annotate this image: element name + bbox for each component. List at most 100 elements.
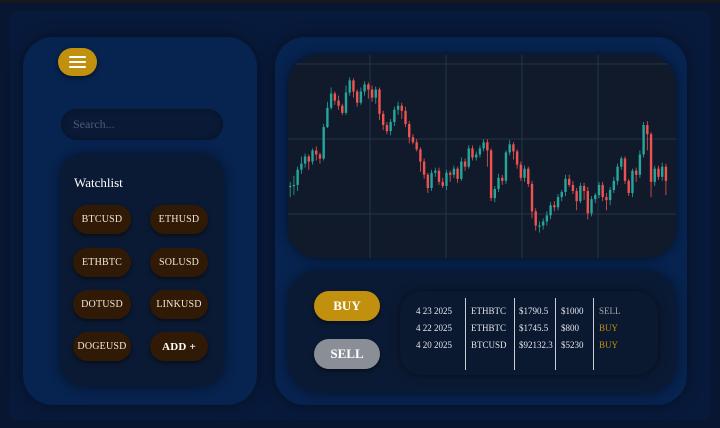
candle-bullish	[523, 168, 526, 178]
order-pair: BTCUSD	[471, 340, 507, 350]
buy-button[interactable]: BUY	[314, 291, 380, 321]
candle-bullish	[564, 178, 567, 193]
candle-bullish	[556, 197, 560, 208]
watchlist-item-ethusd[interactable]: ETHUSD	[150, 205, 208, 234]
candle-bullish	[303, 156, 307, 164]
price-chart[interactable]	[288, 55, 676, 258]
candle-bullish	[642, 125, 645, 155]
order-history-table: 4 23 2025 4 22 2025 4 20 2025 ETHBTC ETH…	[400, 291, 658, 375]
candlestick-chart	[288, 55, 676, 258]
menu-button[interactable]	[58, 48, 97, 76]
price-column: $1790.5 $1745.5 $92132.3	[519, 303, 553, 354]
date-column: 4 23 2025 4 22 2025 4 20 2025	[416, 303, 452, 354]
candle-bearish	[456, 168, 459, 179]
add-watchlist-button[interactable]: ADD +	[150, 332, 208, 361]
order-price: $1745.5	[519, 323, 549, 333]
watchlist-item-btcusd[interactable]: BTCUSD	[73, 205, 131, 234]
candle-bullish	[541, 221, 545, 226]
candle-bearish	[411, 137, 415, 143]
candle-bearish	[367, 84, 370, 90]
candle-bearish	[530, 183, 534, 212]
candle-bullish	[296, 169, 299, 185]
candle-bearish	[471, 148, 474, 158]
candle-bullish	[389, 121, 392, 132]
watchlist-item-linkusd[interactable]: LINKUSD	[150, 290, 208, 319]
hamburger-icon	[69, 56, 86, 58]
candle-bearish	[568, 178, 571, 185]
candle-bullish	[374, 89, 377, 98]
candle-bearish	[463, 161, 467, 167]
candle-bullish	[300, 163, 303, 170]
candle-bearish	[419, 149, 422, 162]
column-divider	[514, 298, 515, 370]
candle-bullish	[292, 184, 296, 187]
order-price: $92132.3	[519, 340, 553, 350]
candle-bearish	[534, 211, 537, 226]
candle-bullish	[322, 127, 325, 159]
candle-bearish	[582, 185, 586, 192]
candle-bearish	[527, 168, 530, 184]
candle-bearish	[385, 125, 389, 132]
order-pair: ETHBTC	[471, 323, 506, 333]
candle-bullish	[467, 148, 470, 167]
candle-bearish	[627, 180, 630, 194]
sell-button[interactable]: SELL	[314, 339, 380, 369]
candle-bullish	[594, 195, 597, 200]
order-date: 4 20 2025	[416, 340, 452, 350]
candle-bearish	[649, 134, 653, 182]
candle-bullish	[661, 166, 664, 177]
hamburger-icon-line	[69, 61, 86, 63]
candle-bearish	[408, 124, 411, 138]
candle-bearish	[426, 174, 430, 188]
candle-bearish	[486, 142, 489, 151]
column-divider	[593, 298, 594, 370]
candle-bearish	[437, 170, 441, 182]
candle-bearish	[623, 158, 627, 181]
candle-bullish	[434, 170, 437, 173]
search-input[interactable]	[61, 109, 223, 140]
watchlist-item-dotusd[interactable]: DOTUSD	[73, 290, 131, 319]
candle-bearish	[307, 156, 310, 162]
candle-bearish	[501, 177, 504, 181]
candle-bullish	[493, 188, 496, 199]
candle-bearish	[370, 89, 374, 98]
candle-bearish	[575, 191, 578, 202]
watchlist-panel: Watchlist BTCUSD ETHUSD ETHBTC SOLUSD DO…	[60, 154, 224, 387]
watchlist-item-solusd[interactable]: SOLUSD	[150, 248, 208, 277]
candle-bearish	[422, 161, 426, 175]
candle-bullish	[396, 105, 400, 110]
candle-bullish	[538, 225, 541, 227]
candle-bullish	[329, 93, 333, 108]
candle-bullish	[631, 170, 634, 194]
candle-bullish	[311, 150, 314, 162]
candle-bearish	[333, 93, 337, 101]
candle-bearish	[337, 100, 340, 106]
order-date: 4 22 2025	[416, 323, 452, 333]
order-date: 4 23 2025	[416, 306, 452, 316]
candle-bearish	[341, 105, 344, 113]
candle-bearish	[601, 184, 604, 198]
app-window: Watchlist BTCUSD ETHUSD ETHBTC SOLUSD DO…	[0, 3, 720, 428]
candle-bullish	[612, 180, 616, 190]
candle-bullish	[638, 154, 642, 175]
sidebar-panel: Watchlist BTCUSD ETHUSD ETHBTC SOLUSD DO…	[23, 37, 257, 405]
candle-bullish	[590, 199, 593, 214]
candle-bearish	[315, 150, 318, 155]
watchlist-item-ethbtc[interactable]: ETHBTC	[73, 248, 131, 277]
column-divider	[555, 298, 556, 370]
candle-bearish	[512, 144, 515, 152]
candle-bullish	[497, 177, 500, 189]
candle-bearish	[400, 105, 403, 111]
main-panel: BUY SELL 4 23 2025 4 22 2025 4 20 2025 E…	[275, 37, 687, 405]
candle-bullish	[445, 172, 448, 186]
order-pair: ETHBTC	[471, 306, 506, 316]
candle-bearish	[605, 197, 608, 201]
pair-column: ETHBTC ETHBTC BTCUSD	[471, 303, 507, 354]
trade-panel: BUY SELL 4 23 2025 4 22 2025 4 20 2025 E…	[288, 271, 676, 393]
candle-bullish	[549, 205, 552, 216]
candle-bearish	[318, 154, 322, 159]
candle-bullish	[475, 154, 478, 158]
candle-bullish	[393, 109, 396, 122]
order-amount: $800	[561, 323, 579, 333]
watchlist-item-dogeusd[interactable]: DOGEUSD	[73, 332, 131, 361]
